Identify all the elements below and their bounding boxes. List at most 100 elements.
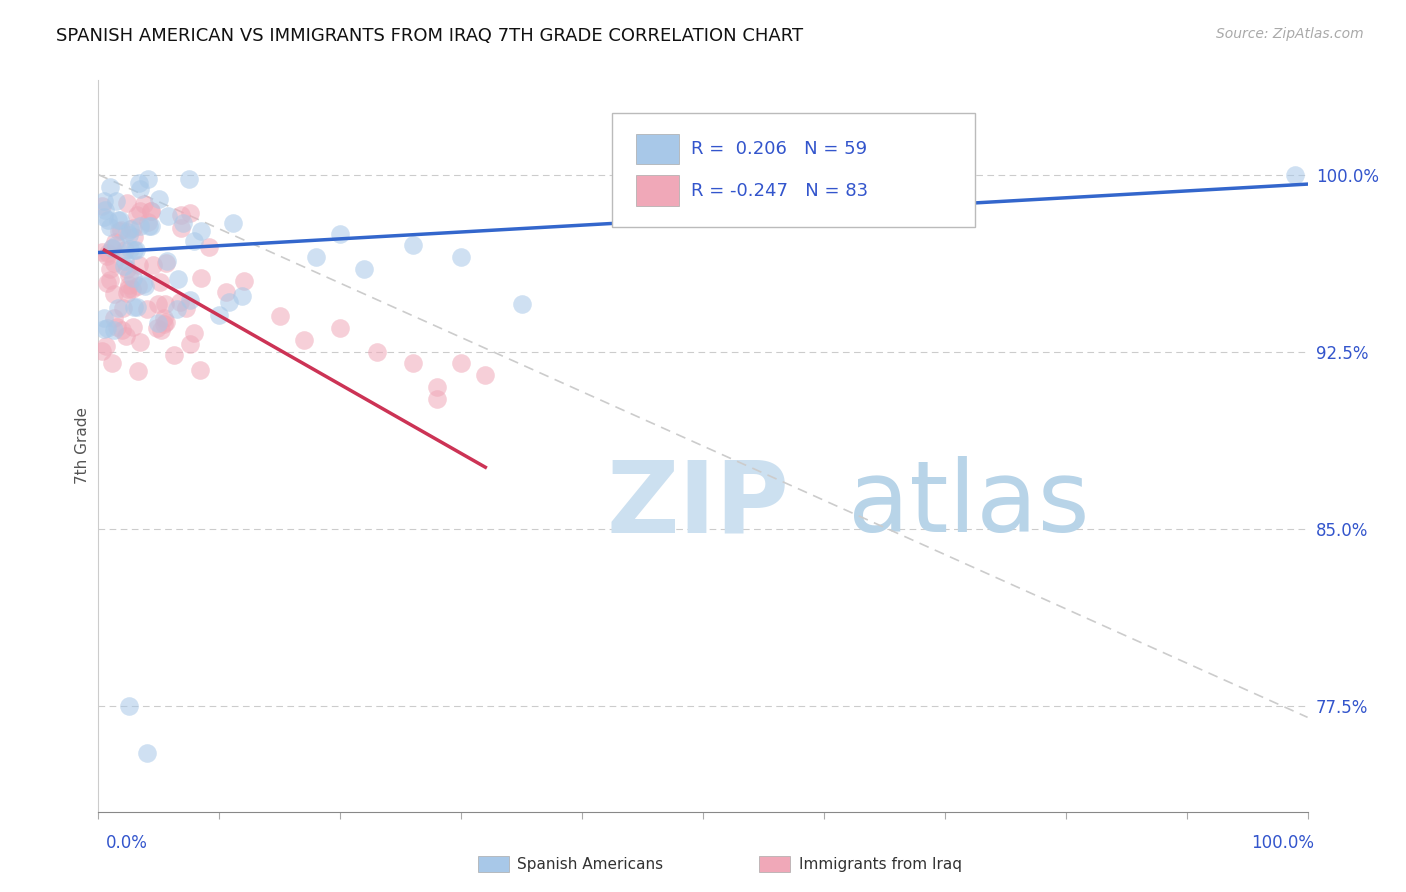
Point [190, 224, 212, 238]
Point [197, 240, 219, 254]
Text: Source: ZipAtlas.com: Source: ZipAtlas.com [1216, 27, 1364, 41]
Point [110, 213, 132, 227]
Point [103, 323, 125, 337]
Point [124, 230, 146, 244]
FancyBboxPatch shape [637, 176, 679, 206]
Point [107, 224, 129, 238]
Point [169, 295, 191, 310]
Point [101, 356, 124, 370]
Point [174, 301, 197, 315]
Point [124, 244, 146, 258]
FancyBboxPatch shape [613, 113, 976, 227]
Point [98, 273, 121, 287]
Point [96, 249, 118, 263]
Point [98, 179, 121, 194]
Point [305, 250, 328, 264]
Point [101, 242, 124, 256]
Point [148, 192, 170, 206]
Point [107, 301, 129, 315]
Point [124, 301, 146, 315]
Point [114, 254, 136, 268]
Point [111, 301, 134, 315]
Point [136, 215, 159, 229]
Point [103, 256, 125, 270]
Point [450, 250, 472, 264]
Point [129, 182, 152, 196]
Point [366, 344, 388, 359]
Point [98, 220, 121, 235]
Point [170, 220, 193, 235]
Point [115, 261, 138, 276]
Point [183, 234, 205, 248]
Point [128, 176, 150, 190]
Point [153, 310, 176, 325]
Point [292, 333, 315, 347]
Point [426, 392, 449, 406]
Point [155, 255, 177, 269]
Point [329, 321, 352, 335]
Point [105, 194, 128, 209]
Point [179, 206, 201, 220]
Point [118, 222, 141, 236]
Point [163, 348, 186, 362]
Point [110, 323, 132, 337]
Point [117, 228, 139, 243]
Point [96, 321, 118, 335]
Point [132, 196, 155, 211]
Point [110, 223, 132, 237]
Point [132, 277, 155, 291]
Point [183, 326, 205, 340]
Point [208, 308, 231, 322]
Point [156, 253, 179, 268]
Point [105, 319, 128, 334]
Point [141, 258, 163, 272]
Point [93, 322, 115, 336]
Point [93, 194, 115, 208]
Point [103, 286, 125, 301]
Point [100, 262, 122, 277]
Point [96, 246, 118, 260]
Point [231, 289, 253, 303]
Y-axis label: 7th Grade: 7th Grade [75, 408, 90, 484]
Text: 100.0%: 100.0% [1251, 834, 1315, 852]
Point [112, 260, 135, 274]
Point [136, 301, 159, 316]
Text: ZIP: ZIP [606, 456, 789, 553]
Point [139, 204, 162, 219]
Point [128, 204, 150, 219]
Point [148, 316, 170, 330]
Point [118, 698, 141, 713]
Point [232, 274, 254, 288]
Point [510, 297, 533, 311]
Point [125, 300, 148, 314]
Point [138, 219, 160, 233]
Point [136, 172, 159, 186]
Point [97, 212, 120, 227]
Point [93, 210, 115, 224]
Point [117, 286, 139, 301]
Point [135, 746, 157, 760]
Point [121, 281, 143, 295]
Point [179, 337, 201, 351]
Point [450, 356, 472, 370]
Point [141, 219, 163, 233]
Point [122, 221, 145, 235]
Point [128, 334, 150, 349]
Point [105, 238, 128, 252]
Point [107, 213, 129, 227]
Point [96, 276, 118, 290]
Point [167, 272, 190, 286]
Point [153, 317, 176, 331]
Point [150, 323, 173, 337]
Point [91, 245, 114, 260]
Point [188, 363, 211, 377]
Point [426, 380, 449, 394]
Text: 0.0%: 0.0% [105, 834, 148, 852]
Text: R = -0.247   N = 83: R = -0.247 N = 83 [690, 182, 868, 200]
Point [91, 199, 114, 213]
Point [118, 242, 141, 256]
Point [127, 364, 149, 378]
Point [269, 310, 291, 324]
Point [103, 235, 125, 249]
Point [155, 297, 177, 311]
